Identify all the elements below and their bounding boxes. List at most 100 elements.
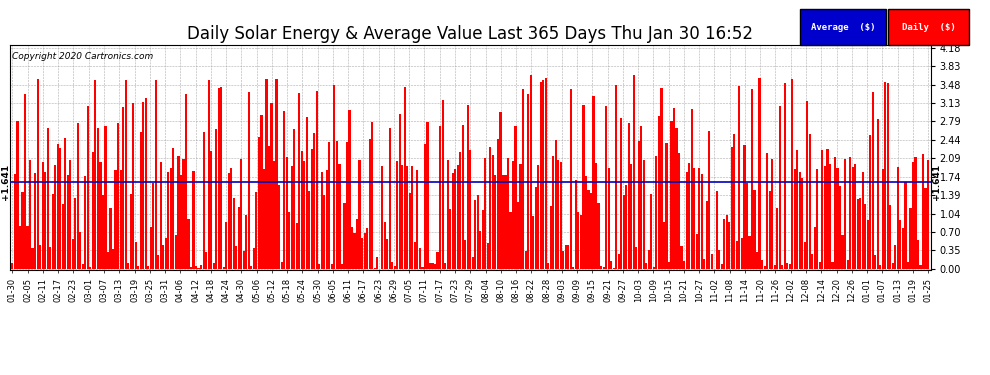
Bar [321, 172, 323, 269]
Bar [582, 105, 584, 269]
Bar [638, 141, 640, 269]
Bar [559, 162, 562, 269]
Bar [791, 79, 793, 269]
Bar [344, 203, 346, 269]
Bar [61, 204, 63, 269]
Bar [610, 261, 612, 269]
Bar [824, 166, 826, 269]
Bar [399, 114, 401, 269]
Bar [663, 222, 665, 269]
Bar [231, 168, 233, 269]
Bar [832, 262, 834, 269]
Bar [195, 266, 197, 269]
Bar [477, 195, 479, 269]
Bar [784, 83, 786, 269]
Bar [572, 267, 574, 269]
Bar [37, 79, 39, 269]
Bar [849, 157, 851, 269]
Bar [316, 91, 318, 269]
Bar [806, 101, 809, 269]
Bar [200, 265, 202, 269]
Bar [238, 207, 240, 269]
Bar [829, 164, 831, 269]
Bar [59, 148, 61, 269]
Bar [313, 133, 316, 269]
Bar [899, 220, 902, 269]
Bar [703, 259, 705, 269]
Bar [148, 266, 149, 269]
Bar [368, 139, 370, 269]
Bar [741, 238, 743, 269]
Bar [336, 141, 338, 269]
Bar [192, 171, 195, 269]
Bar [595, 163, 597, 269]
Bar [117, 123, 119, 269]
Bar [434, 264, 437, 269]
Bar [102, 195, 104, 269]
Bar [409, 193, 411, 269]
Bar [115, 170, 117, 269]
Bar [34, 173, 36, 269]
Bar [296, 224, 298, 269]
Bar [42, 162, 44, 269]
Bar [570, 89, 572, 269]
Title: Daily Solar Energy & Average Value Last 365 Days Thu Jan 30 16:52: Daily Solar Energy & Average Value Last … [187, 26, 753, 44]
Bar [396, 161, 398, 269]
Bar [331, 264, 333, 269]
Bar [384, 222, 386, 269]
Bar [641, 126, 643, 269]
Bar [650, 194, 652, 269]
Bar [64, 138, 66, 269]
Bar [587, 190, 590, 269]
Bar [339, 164, 341, 269]
Bar [47, 128, 49, 269]
Bar [164, 238, 167, 269]
Bar [745, 183, 748, 269]
Bar [776, 209, 778, 269]
Bar [87, 106, 89, 269]
Bar [215, 129, 217, 269]
Bar [220, 87, 223, 269]
Bar [585, 176, 587, 269]
Bar [510, 213, 512, 269]
Bar [884, 82, 886, 269]
Bar [427, 122, 429, 269]
Bar [902, 228, 904, 269]
Bar [678, 153, 680, 269]
Bar [734, 135, 736, 269]
Bar [185, 94, 187, 269]
Bar [786, 263, 788, 269]
Bar [190, 267, 192, 269]
Bar [693, 168, 695, 269]
Bar [308, 191, 310, 269]
Bar [329, 142, 331, 269]
Bar [228, 172, 230, 269]
Bar [660, 88, 662, 269]
Bar [11, 264, 14, 269]
Bar [376, 257, 378, 269]
Bar [50, 247, 51, 269]
Bar [311, 149, 313, 269]
Bar [771, 159, 773, 269]
Bar [879, 264, 881, 269]
Bar [598, 202, 600, 269]
Bar [512, 160, 514, 269]
Bar [241, 159, 243, 269]
Bar [910, 208, 912, 269]
Bar [549, 206, 551, 269]
Bar [869, 135, 871, 269]
Bar [218, 88, 220, 269]
Bar [466, 105, 469, 269]
Bar [324, 195, 326, 269]
Text: +1.641: +1.641 [932, 164, 940, 200]
Bar [27, 226, 29, 269]
Bar [652, 267, 655, 269]
Bar [834, 157, 837, 269]
Bar [278, 184, 280, 269]
Bar [716, 191, 718, 269]
Bar [636, 247, 638, 269]
Bar [152, 183, 154, 269]
Bar [112, 249, 114, 269]
Bar [14, 174, 16, 269]
Bar [748, 236, 750, 269]
